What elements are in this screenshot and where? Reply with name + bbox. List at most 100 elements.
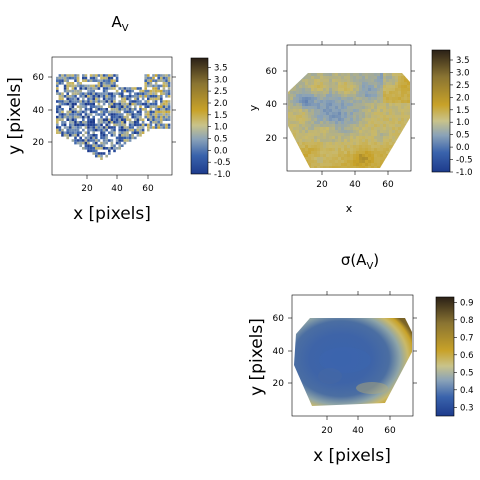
heatmap-cell xyxy=(347,94,351,98)
heatmap-cell xyxy=(108,149,111,153)
heatmap-cell xyxy=(401,121,405,125)
heatmap-cell xyxy=(76,84,80,88)
heatmap-cell xyxy=(350,166,354,168)
heatmap-cell xyxy=(386,145,390,149)
heatmap-cell xyxy=(115,74,119,77)
heatmap-cell xyxy=(353,85,357,89)
heatmap-cell xyxy=(317,160,321,164)
heatmap-cell xyxy=(115,110,119,114)
heatmap-cell xyxy=(128,102,132,106)
heatmap-cell xyxy=(350,163,354,167)
heatmap-cell xyxy=(302,79,306,83)
heatmap-cell xyxy=(320,79,324,83)
heatmap-cell xyxy=(317,118,321,122)
heatmap-cell xyxy=(341,133,345,137)
heatmap-cell xyxy=(162,105,166,108)
heatmap-cell xyxy=(66,100,69,103)
heatmap-cell xyxy=(335,85,339,89)
heatmap-cell xyxy=(335,160,339,164)
heatmap-cell xyxy=(123,128,127,132)
heatmap-cell xyxy=(160,89,163,93)
heatmap-cell xyxy=(356,85,360,89)
heatmap-cell xyxy=(398,100,402,104)
heatmap-cell xyxy=(290,112,294,116)
heatmap-cell xyxy=(317,163,321,167)
heatmap-cell xyxy=(386,94,390,98)
heatmap-cell xyxy=(323,130,327,134)
colorbar-tick-label: 1.5 xyxy=(214,111,228,121)
heatmap-cell xyxy=(302,88,306,92)
heatmap-cell xyxy=(326,115,330,119)
heatmap-cell xyxy=(167,95,171,98)
heatmap-cell xyxy=(89,92,93,95)
heatmap-cell xyxy=(157,121,160,124)
heatmap-cell xyxy=(82,139,85,142)
heatmap-cell xyxy=(395,106,399,110)
heatmap-cell xyxy=(347,124,351,128)
heatmap-cell xyxy=(82,110,85,114)
heatmap-cell xyxy=(152,113,155,116)
heatmap-cell xyxy=(311,145,315,149)
heatmap-cell xyxy=(368,166,372,168)
colorbar-tick-label: 3.0 xyxy=(456,68,470,78)
heatmap-cell xyxy=(56,126,59,129)
heatmap-cell xyxy=(128,134,132,137)
heatmap-cell xyxy=(377,139,381,143)
heatmap-cell xyxy=(407,100,410,104)
heatmap-cell xyxy=(108,139,111,142)
heatmap-cell xyxy=(401,115,405,119)
heatmap-cell xyxy=(82,105,85,108)
heatmap-cell xyxy=(167,126,171,129)
heatmap-cell xyxy=(89,123,93,127)
heatmap-cell xyxy=(167,84,171,88)
heatmap-cell xyxy=(371,91,375,95)
heatmap-cell xyxy=(100,105,103,108)
heatmap-cell xyxy=(102,76,106,80)
heatmap-cell xyxy=(332,157,336,161)
heatmap-cell xyxy=(121,92,124,95)
heatmap-cell xyxy=(347,76,351,80)
heatmap-cell xyxy=(79,141,82,145)
heatmap-cell xyxy=(383,142,387,146)
heatmap-cell xyxy=(296,139,300,143)
heatmap-cell xyxy=(395,127,399,131)
heatmap-cell xyxy=(320,157,324,161)
heatmap-cell xyxy=(380,130,384,134)
heatmap-cell xyxy=(380,76,384,80)
heatmap-cell xyxy=(92,118,95,121)
heatmap-cell xyxy=(404,79,408,83)
heatmap-cell xyxy=(329,136,333,140)
heatmap-cell xyxy=(332,100,336,104)
heatmap-cell xyxy=(95,136,98,140)
heatmap-cell xyxy=(123,139,127,142)
heatmap-cell xyxy=(66,87,69,90)
heatmap-cell xyxy=(335,166,339,168)
heatmap-cell xyxy=(359,130,363,134)
heatmap-cell xyxy=(105,95,108,98)
heatmap-cell xyxy=(407,112,410,116)
heatmap-cell xyxy=(383,130,387,134)
heatmap-cell xyxy=(401,109,405,113)
heatmap-cell xyxy=(157,110,160,114)
heatmap-cell xyxy=(359,79,363,83)
heatmap-cell xyxy=(407,88,410,92)
heatmap-cell xyxy=(308,91,312,95)
heatmap-cell xyxy=(395,112,399,116)
heatmap-cell xyxy=(121,121,124,124)
heatmap-cell xyxy=(134,105,137,108)
heatmap-cell xyxy=(341,151,345,155)
heatmap-cell xyxy=(359,127,363,131)
heatmap-cell xyxy=(144,108,147,111)
heatmap-cell xyxy=(141,128,145,132)
heatmap-cell xyxy=(82,121,85,124)
heatmap-cell xyxy=(404,121,408,125)
heatmap-cell xyxy=(347,82,351,86)
heatmap-cell xyxy=(395,79,399,83)
heatmap-cell xyxy=(115,89,119,93)
heatmap-cell xyxy=(395,133,399,137)
heatmap-cell xyxy=(108,95,111,98)
heatmap-cell xyxy=(386,76,390,80)
heatmap-cell xyxy=(167,118,171,121)
panel-sigma-av-title: σ(AV) xyxy=(341,251,379,272)
heatmap-cell xyxy=(329,73,333,77)
